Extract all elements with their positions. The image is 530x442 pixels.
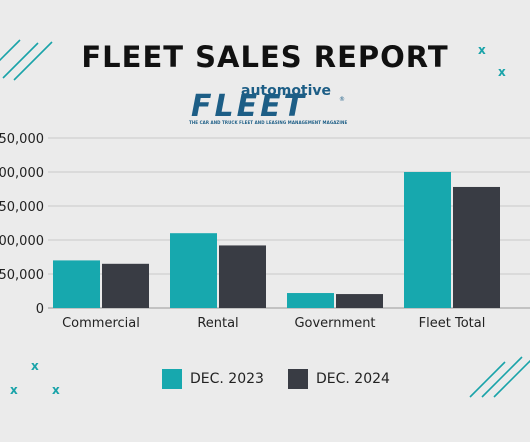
legend-swatch <box>288 369 308 389</box>
x-tick-label: Government <box>294 316 375 331</box>
bar-dec-2024 <box>102 263 149 308</box>
logo-main-word: FLEET <box>191 89 308 124</box>
stripe-bottom-right-3 <box>493 359 530 398</box>
bar-dec-2024 <box>336 294 383 308</box>
y-tick-label: 200,000 <box>0 166 44 181</box>
bar-dec-2024 <box>453 186 500 308</box>
y-tick-label: 150,000 <box>0 200 44 215</box>
y-tick-label: 0 <box>36 302 44 317</box>
stripe-bottom-right-2 <box>481 356 523 398</box>
stripe-top-left-3 <box>13 41 53 81</box>
bar-dec-2024 <box>219 245 266 308</box>
decorative-x-mark: x <box>10 383 18 397</box>
stripe-top-left-2 <box>2 42 39 79</box>
bar-dec-2023 <box>53 260 100 308</box>
decorative-x-mark: x <box>31 359 39 373</box>
x-tick-label: Fleet Total <box>419 316 486 331</box>
logo-tagline: THE CAR AND TRUCK FLEET AND LEASING MANA… <box>189 120 348 125</box>
legend-item-dec-2023: DEC. 2023 <box>162 369 264 389</box>
automotive-fleet-logo: automotive FLEET ® THE CAR AND TRUCK FLE… <box>189 83 347 128</box>
y-tick-label: 250,000 <box>0 132 44 147</box>
bar-dec-2023 <box>170 233 217 308</box>
legend-label: DEC. 2023 <box>190 371 264 387</box>
logo-registered-mark: ® <box>339 96 345 103</box>
decorative-x-mark: x <box>478 43 486 57</box>
x-tick-label: Commercial <box>62 316 140 331</box>
bar-dec-2023 <box>287 293 334 308</box>
decorative-x-mark: x <box>52 383 60 397</box>
decorative-x-mark: x <box>498 65 506 79</box>
legend-label: DEC. 2024 <box>316 371 390 387</box>
bar-dec-2023 <box>404 172 451 308</box>
chart-title: FLEET SALES REPORT <box>81 40 449 74</box>
x-tick-label: Rental <box>197 316 238 331</box>
legend-swatch <box>162 369 182 389</box>
stripe-bottom-right-1 <box>469 361 506 398</box>
y-tick-label: 50,000 <box>0 268 44 283</box>
legend-item-dec-2024: DEC. 2024 <box>288 369 390 389</box>
stripe-top-left-1 <box>0 39 21 62</box>
logo-top-word: automotive <box>241 83 332 99</box>
y-tick-label: 100,000 <box>0 234 44 249</box>
